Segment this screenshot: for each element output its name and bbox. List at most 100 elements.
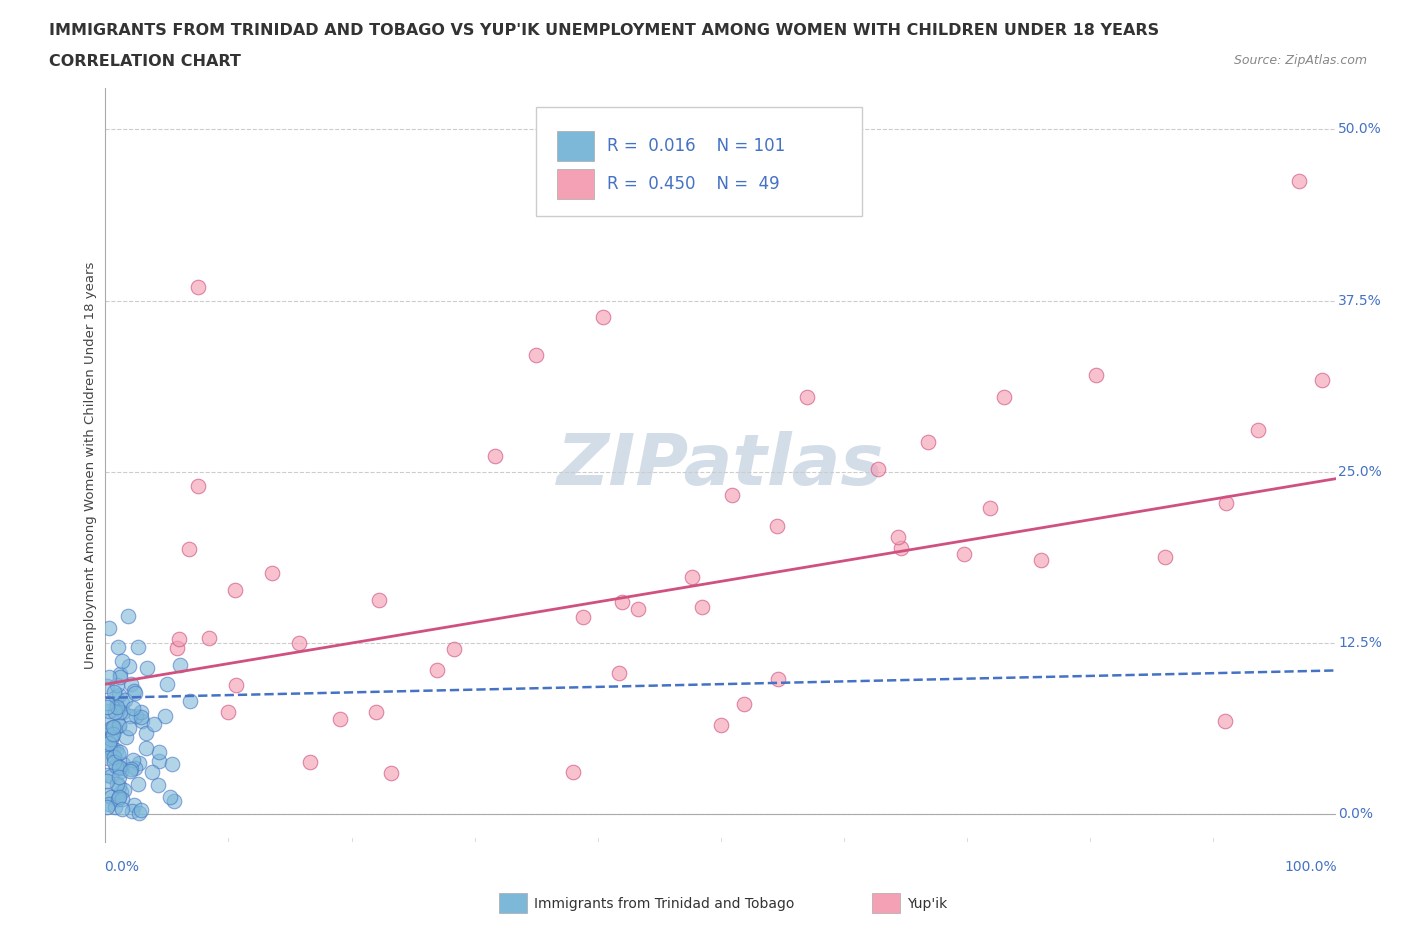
- Point: [97, 797, 120, 812]
- Point: [1247, 422, 1270, 437]
- Text: ZIPatlas: ZIPatlas: [557, 431, 884, 499]
- Point: [107, 791, 129, 806]
- Point: [198, 631, 221, 645]
- Point: [868, 462, 890, 477]
- Point: [103, 726, 125, 741]
- Point: [107, 640, 129, 655]
- Point: [96, 695, 118, 710]
- Point: [124, 686, 146, 701]
- Point: [111, 654, 134, 669]
- Point: [101, 749, 124, 764]
- FancyBboxPatch shape: [557, 169, 593, 199]
- Point: [105, 699, 128, 714]
- Point: [561, 764, 583, 779]
- Point: [167, 631, 190, 646]
- Point: [224, 582, 246, 597]
- Point: [1213, 713, 1236, 728]
- Point: [124, 761, 146, 776]
- Point: [98, 741, 121, 756]
- Point: [177, 541, 200, 556]
- Point: [118, 720, 141, 735]
- Text: Yup'ik: Yup'ik: [907, 897, 948, 911]
- Text: Source: ZipAtlas.com: Source: ZipAtlas.com: [1233, 54, 1367, 67]
- Point: [103, 720, 125, 735]
- Point: [129, 710, 152, 724]
- Point: [96, 788, 118, 803]
- Y-axis label: Unemployment Among Women with Children Under 18 years: Unemployment Among Women with Children U…: [84, 261, 97, 669]
- Point: [108, 761, 131, 776]
- Point: [148, 753, 170, 768]
- Point: [97, 751, 120, 765]
- Point: [114, 692, 136, 707]
- Point: [108, 670, 131, 684]
- Point: [131, 713, 153, 728]
- Point: [627, 602, 650, 617]
- Point: [129, 803, 152, 817]
- Text: 25.0%: 25.0%: [1339, 465, 1382, 479]
- Point: [1153, 550, 1175, 565]
- Point: [103, 755, 125, 770]
- Point: [710, 718, 733, 733]
- Point: [1215, 496, 1237, 511]
- Point: [886, 529, 908, 544]
- Point: [1288, 174, 1310, 189]
- Point: [104, 690, 127, 705]
- Point: [796, 389, 818, 404]
- Point: [125, 709, 148, 724]
- Point: [112, 757, 135, 772]
- Point: [121, 804, 143, 818]
- Point: [104, 799, 127, 814]
- Point: [107, 760, 129, 775]
- Point: [111, 696, 134, 711]
- Point: [96, 678, 118, 693]
- Point: [260, 565, 283, 580]
- Point: [148, 744, 170, 759]
- Text: R =  0.450    N =  49: R = 0.450 N = 49: [607, 175, 780, 193]
- Point: [111, 802, 134, 817]
- Point: [135, 740, 157, 755]
- Point: [117, 608, 139, 623]
- Point: [101, 719, 124, 734]
- Point: [443, 642, 465, 657]
- Text: 100.0%: 100.0%: [1284, 860, 1337, 874]
- Point: [993, 389, 1015, 404]
- Point: [979, 500, 1001, 515]
- Point: [100, 769, 122, 784]
- Point: [128, 805, 150, 820]
- Point: [766, 671, 789, 686]
- Point: [122, 684, 145, 698]
- Point: [101, 728, 124, 743]
- Point: [107, 747, 129, 762]
- Point: [127, 640, 149, 655]
- Point: [96, 699, 118, 714]
- Point: [122, 701, 145, 716]
- Text: 50.0%: 50.0%: [1339, 123, 1382, 137]
- Point: [120, 764, 142, 778]
- Point: [108, 745, 131, 760]
- Point: [97, 704, 120, 719]
- Point: [108, 770, 131, 785]
- Point: [142, 716, 165, 731]
- Point: [118, 708, 141, 723]
- Point: [112, 782, 135, 797]
- Point: [101, 741, 124, 756]
- Point: [103, 684, 125, 699]
- Point: [690, 600, 713, 615]
- Text: 0.0%: 0.0%: [1339, 807, 1374, 821]
- Text: CORRELATION CHART: CORRELATION CHART: [49, 54, 240, 69]
- Point: [107, 687, 129, 702]
- Point: [156, 677, 179, 692]
- Point: [108, 778, 131, 793]
- Text: IMMIGRANTS FROM TRINIDAD AND TOBAGO VS YUP'IK UNEMPLOYMENT AMONG WOMEN WITH CHIL: IMMIGRANTS FROM TRINIDAD AND TOBAGO VS Y…: [49, 23, 1160, 38]
- Point: [160, 756, 183, 771]
- FancyBboxPatch shape: [536, 107, 862, 217]
- Point: [136, 661, 159, 676]
- Point: [166, 641, 188, 656]
- Point: [890, 540, 912, 555]
- Point: [366, 704, 388, 719]
- Point: [329, 711, 352, 726]
- Text: 12.5%: 12.5%: [1339, 636, 1382, 650]
- Point: [179, 694, 201, 709]
- Point: [159, 790, 181, 804]
- Point: [1310, 372, 1333, 387]
